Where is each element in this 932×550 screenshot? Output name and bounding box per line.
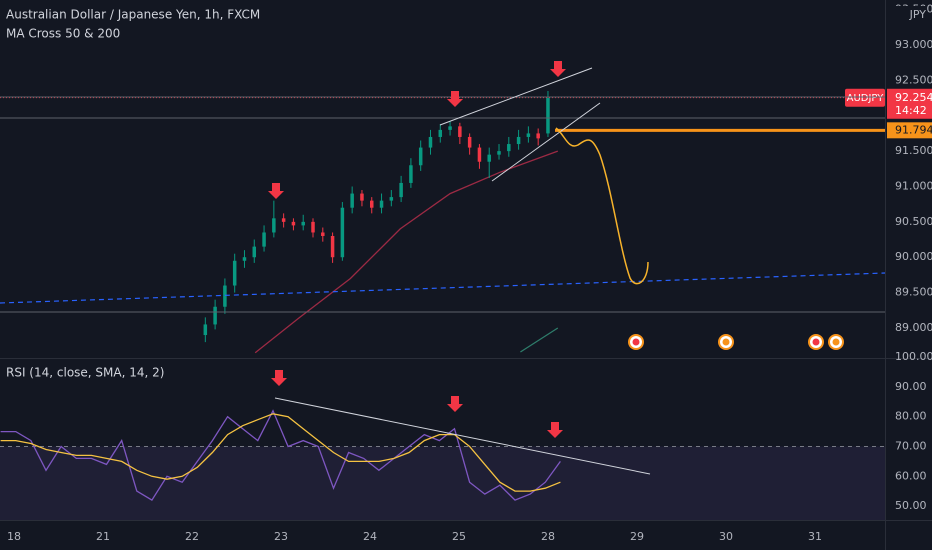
event-icon (808, 334, 824, 350)
y-tick-label: 90.000 (895, 250, 932, 263)
candle-body (448, 126, 452, 130)
candle-body (458, 126, 462, 137)
currency-bg (892, 6, 926, 22)
y-tick-label: 89.000 (895, 321, 932, 334)
candle-body (330, 236, 335, 258)
y-tick-label: 100.00 (895, 350, 932, 363)
x-tick-label: 18 (7, 530, 21, 543)
candle-body (321, 232, 325, 237)
candle-body (418, 147, 423, 166)
wedge-line (439, 67, 593, 126)
y-tick-label: 89.500 (895, 286, 932, 299)
candle-body (428, 136, 433, 148)
candle-body (467, 136, 472, 148)
event-icons (628, 334, 844, 350)
candle-body (291, 221, 296, 226)
arrow (271, 370, 287, 386)
arrows (268, 61, 566, 438)
candle-body (242, 257, 247, 261)
rsi-trend-line (274, 397, 651, 475)
x-tick-label: 28 (541, 530, 555, 543)
y-tick-label: 90.500 (895, 215, 932, 228)
arrow (447, 91, 463, 107)
rsi-line (0, 413, 561, 492)
candle-body (223, 285, 227, 307)
arrow (447, 396, 463, 412)
drawings (0, 61, 886, 475)
candle-body (409, 165, 413, 183)
candle-body (360, 193, 364, 201)
candle-body (311, 221, 315, 233)
symbol-label: AUDJPY (847, 93, 885, 104)
x-tick-label: 22 (185, 530, 199, 543)
candle-body (262, 232, 266, 247)
candle-body (389, 197, 394, 201)
y-tick-label: 93.000 (895, 38, 932, 51)
x-tick-label: 24 (363, 530, 377, 543)
moving-average (254, 150, 559, 354)
arrow (550, 61, 566, 77)
event-icon (628, 334, 644, 350)
candle-body (350, 193, 354, 208)
y-tick-label: 70.00 (895, 440, 927, 453)
level-label-bg (887, 122, 932, 139)
countdown-label: 14:42 (895, 104, 927, 117)
arrow (268, 183, 284, 199)
candle-body (301, 221, 305, 226)
y-tick-label: 91.000 (895, 179, 932, 192)
y-tick-label: 92.500 (895, 73, 932, 86)
candle-body (369, 200, 374, 208)
last-price-bg (887, 88, 932, 119)
event-icon (828, 334, 844, 350)
x-tick-label: 21 (96, 530, 110, 543)
arrow (547, 422, 563, 438)
symbol-label-bg (845, 88, 885, 107)
candle-body (546, 98, 550, 134)
trend-line (0, 272, 886, 304)
event-icon (718, 334, 734, 350)
level-label: 91.794 (895, 123, 932, 136)
indicator-title: MA Cross 50 & 200 (6, 27, 120, 41)
candle-body (203, 324, 208, 336)
y-tick-label: 80.00 (895, 410, 927, 423)
candle-body (477, 147, 482, 162)
x-tick-label: 31 (808, 530, 822, 543)
y-tick-label: 91.500 (895, 144, 932, 157)
y-tick-label: 50.00 (895, 499, 927, 512)
band-fill (0, 446, 885, 520)
chart-title: Australian Dollar / Japanese Yen, 1h, FX… (6, 8, 260, 22)
x-tick-label: 23 (274, 530, 288, 543)
y-tick-label: 90.00 (895, 380, 927, 393)
rsi-line (0, 409, 561, 501)
candle-body (399, 182, 403, 198)
projection-curve (555, 127, 649, 285)
rsi-title: RSI (14, close, SMA, 14, 2) (6, 366, 164, 380)
wedge-line (491, 102, 601, 182)
x-tick-label: 29 (630, 530, 644, 543)
candle-body (438, 129, 443, 137)
y-tick-label: 60.00 (895, 469, 927, 482)
moving-average (520, 327, 559, 353)
candle-body (252, 246, 257, 258)
candle-body (272, 218, 276, 233)
candle-body (379, 200, 384, 208)
candle-body (497, 151, 501, 155)
x-tick-label: 25 (452, 530, 466, 543)
candle-body (516, 136, 521, 145)
candle-body (213, 306, 217, 325)
last-price-label: 92.254 (895, 91, 932, 104)
candle-body (536, 133, 540, 139)
candle-body (526, 133, 531, 137)
currency: JPY (909, 8, 927, 21)
candle-body (281, 218, 286, 222)
candle-body (507, 144, 511, 152)
candle-body (340, 207, 345, 258)
candle-body (487, 154, 491, 162)
x-tick-label: 30 (719, 530, 733, 543)
candle-body (232, 260, 237, 286)
